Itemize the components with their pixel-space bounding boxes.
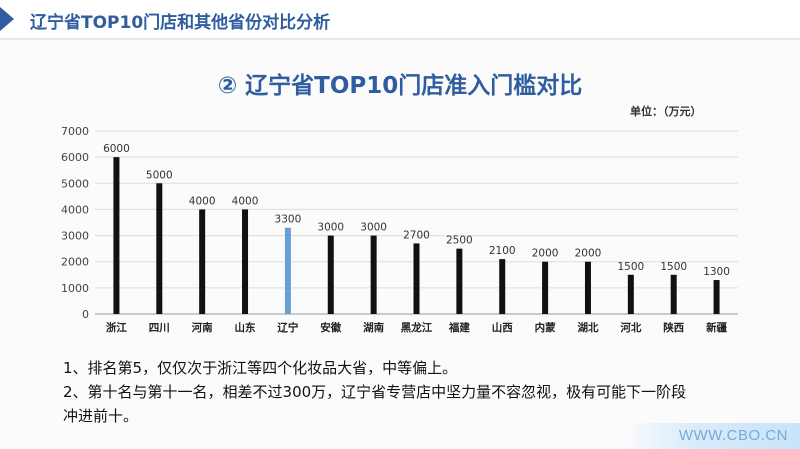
x-tick-label: 河北: [620, 321, 641, 334]
bar: [713, 280, 720, 314]
bar: [113, 157, 120, 314]
x-tick-label: 湖南: [363, 321, 384, 334]
bar: [584, 261, 591, 314]
bar: [370, 235, 377, 314]
header-arrow-icon: [0, 7, 14, 31]
x-tick-label: 黑龙江: [401, 321, 433, 334]
x-tick-label: 内蒙: [535, 321, 556, 334]
data-label: 2000: [575, 248, 602, 260]
chart-title: ② 辽宁省TOP10门店准入门槛对比: [217, 73, 583, 99]
data-label: 3000: [360, 222, 387, 234]
bar: [327, 235, 334, 314]
x-tick-label: 福建: [448, 321, 470, 334]
data-label: 1500: [660, 261, 687, 273]
data-label: 6000: [103, 143, 130, 155]
x-tick-label: 河南: [192, 321, 213, 334]
y-tick-label: 1000: [61, 282, 89, 295]
y-tick-label: 5000: [61, 177, 89, 190]
bar: [199, 209, 206, 314]
y-tick-label: 2000: [61, 256, 89, 269]
data-label: 3000: [317, 222, 344, 234]
note-line-1: 1、排名第5，仅仅次于浙江等四个化妆品大省，中等偏上。: [63, 359, 458, 377]
y-tick-label: 3000: [61, 230, 89, 243]
data-label: 4000: [232, 195, 259, 207]
data-label: 5000: [146, 169, 173, 181]
data-label: 2100: [489, 245, 516, 257]
bar: [456, 248, 463, 314]
data-label: 1300: [703, 266, 730, 278]
x-tick-label: 湖北: [577, 321, 598, 334]
bar: [284, 227, 291, 314]
bar: [670, 274, 677, 314]
y-tick-label: 7000: [61, 125, 89, 138]
data-label: 3300: [275, 214, 302, 226]
x-tick-label: 山东: [235, 321, 256, 334]
data-label: 2500: [446, 235, 473, 247]
bar: [156, 183, 163, 314]
bar: [499, 259, 506, 314]
note-line-3: 冲进前十。: [63, 407, 139, 425]
footer-band: [625, 423, 800, 449]
note-line-2: 2、第十名与第十一名，相差不过300万，辽宁省专营店中坚力量不容忽视，极有可能下…: [63, 383, 687, 401]
data-label: 2000: [532, 248, 559, 260]
watermark: WWW.CBO.CN: [678, 427, 788, 444]
bar: [413, 243, 420, 314]
header-title: 辽宁省TOP10门店和其他省份对比分析: [30, 13, 331, 33]
header-bar: 辽宁省TOP10门店和其他省份对比分析: [0, 0, 800, 40]
data-label: 2700: [403, 229, 430, 241]
data-label: 4000: [189, 195, 216, 207]
y-tick-label: 0: [82, 308, 89, 321]
x-tick-label: 辽宁: [277, 321, 298, 334]
y-tick-label: 6000: [61, 151, 89, 164]
x-tick-label: 安徽: [320, 321, 341, 334]
x-tick-label: 新疆: [706, 321, 727, 334]
x-tick-label: 浙江: [106, 321, 127, 334]
data-label: 1500: [617, 261, 644, 273]
x-tick-label: 山西: [492, 321, 513, 334]
y-tick-label: 4000: [61, 203, 89, 216]
bar: [627, 274, 634, 314]
bar: [542, 261, 549, 314]
bar: [242, 209, 249, 314]
x-tick-label: 四川: [149, 322, 170, 334]
unit-label: 单位：（万元）: [630, 105, 702, 118]
x-tick-label: 陕西: [663, 321, 684, 334]
